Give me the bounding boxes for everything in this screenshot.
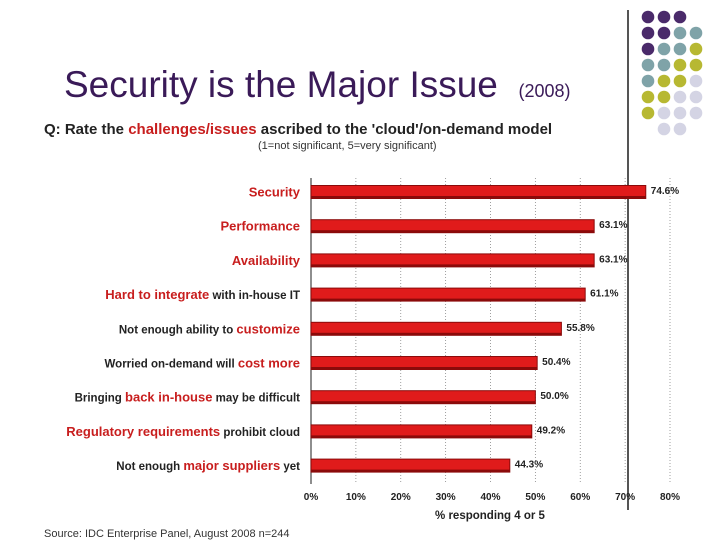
decorative-dot (689, 74, 703, 88)
decorative-dot (673, 10, 687, 24)
decorative-dot (657, 122, 671, 136)
data-label: 55.8% (566, 323, 594, 334)
decorative-dot (641, 74, 655, 88)
x-tick-label: 20% (391, 492, 411, 503)
data-label: 50.4% (542, 357, 570, 368)
decorative-dot (673, 26, 687, 40)
decorative-dot (641, 58, 655, 72)
bar-shadow (311, 332, 562, 336)
bar-shadow (311, 264, 595, 267)
bar-shadow (311, 367, 538, 370)
decorative-dot (689, 106, 703, 120)
decorative-dot (673, 90, 687, 104)
category-label: Bringing back in-house may be difficult (75, 390, 301, 405)
decorative-dot (657, 58, 671, 72)
title-divider (627, 10, 629, 510)
x-tick-label: 30% (436, 492, 456, 503)
decorative-dot (673, 74, 687, 88)
category-label: Hard to integrate with in-house IT (105, 287, 300, 302)
source-note: Source: IDC Enterprise Panel, August 200… (44, 528, 290, 540)
category-label: Worried on-demand will cost more (105, 356, 300, 371)
category-label: Availability (232, 253, 301, 268)
x-tick-label: 40% (480, 492, 500, 503)
bar-shadow (311, 435, 532, 438)
data-label: 61.1% (590, 289, 618, 300)
question-highlight: challenges/issues (128, 121, 257, 138)
bar-shadow (311, 196, 646, 199)
data-label: 63.1% (599, 220, 627, 231)
category-label: Performance (221, 219, 300, 234)
bar-shadow (311, 469, 510, 473)
x-tick-label: 50% (525, 492, 545, 503)
scale-note: (1=not significant, 5=very significant) (258, 140, 437, 152)
bar-shadow (311, 401, 536, 404)
data-label: 49.2% (537, 425, 565, 436)
decorative-dot (641, 42, 655, 56)
bar-shadow (311, 230, 595, 233)
x-tick-label: 60% (570, 492, 590, 503)
decorative-dot (689, 26, 703, 40)
x-tick-label: 80% (660, 492, 680, 503)
data-label: 50.0% (540, 391, 568, 402)
category-label: Security (249, 185, 301, 200)
decorative-dot (657, 90, 671, 104)
x-tick-label: 0% (304, 492, 319, 503)
x-tick-label: 70% (615, 492, 635, 503)
decorative-dot (673, 42, 687, 56)
question-text: Q: Rate the challenges/issues ascribed t… (44, 121, 553, 138)
decorative-dot (641, 90, 655, 104)
decorative-dot (641, 106, 655, 120)
bar-shadow (311, 298, 586, 302)
decorative-dot (657, 74, 671, 88)
decorative-dot (641, 26, 655, 40)
decorative-dot (673, 106, 687, 120)
decorative-dot (657, 26, 671, 40)
slide-title: Security is the Major Issue (2008) (64, 64, 571, 105)
decorative-dot (657, 10, 671, 24)
decorative-dot (673, 58, 687, 72)
decorative-dot (657, 106, 671, 120)
decorative-dot (689, 90, 703, 104)
category-label: Not enough ability to customize (119, 321, 300, 336)
decorative-dot (641, 10, 655, 24)
x-axis-label: % responding 4 or 5 (435, 510, 546, 522)
decorative-dot (657, 42, 671, 56)
data-label: 44.3% (515, 460, 543, 471)
decorative-dot (689, 42, 703, 56)
slide-title-year: (2008) (518, 81, 571, 101)
category-label: Not enough major suppliers yet (116, 458, 300, 473)
data-label: 74.6% (651, 186, 679, 197)
data-label: 63.1% (599, 254, 627, 265)
category-label: Regulatory requirements prohibit cloud (66, 424, 300, 439)
decorative-dot (689, 58, 703, 72)
x-tick-label: 10% (346, 492, 366, 503)
decorative-dot (673, 122, 687, 136)
